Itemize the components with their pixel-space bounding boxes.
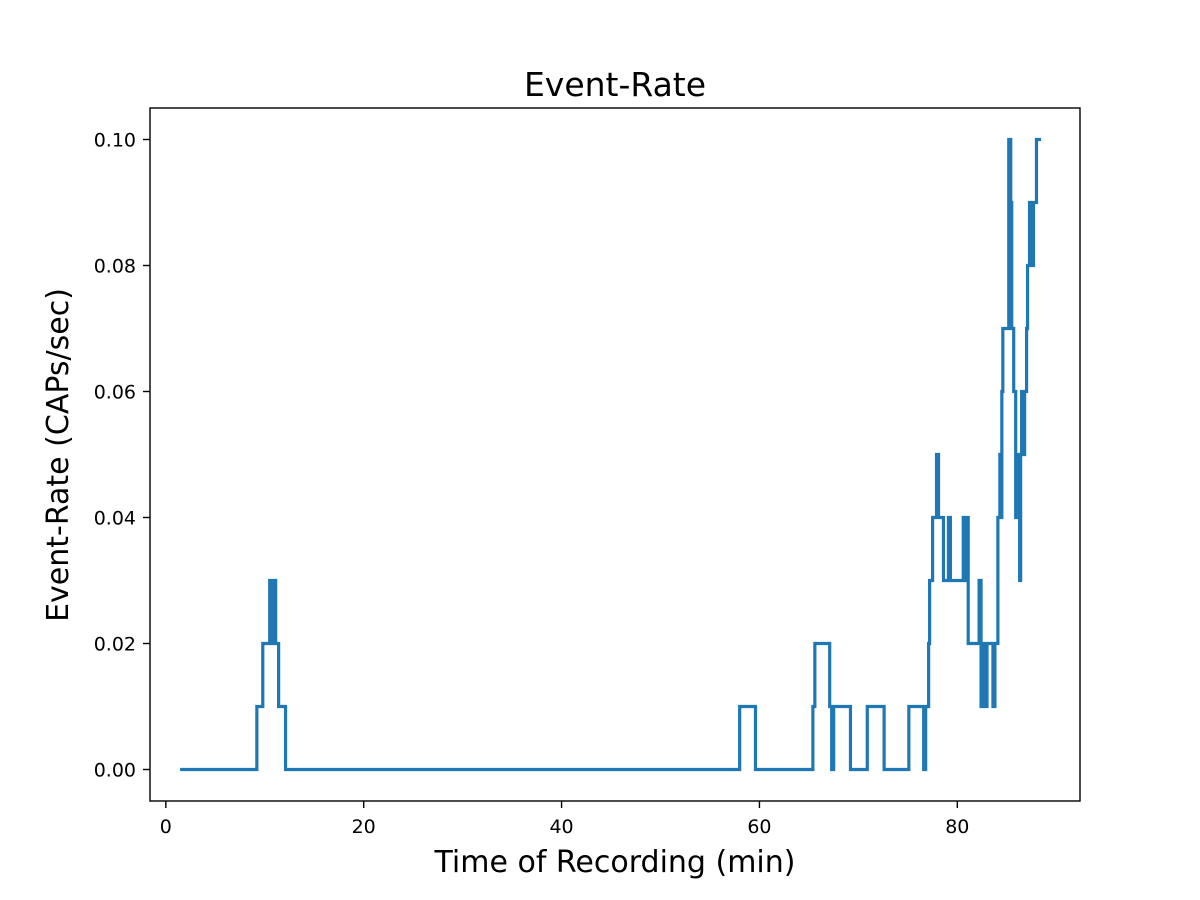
x-tick-label: 40 bbox=[549, 816, 573, 838]
series-layer bbox=[180, 137, 1042, 772]
plot-area bbox=[149, 107, 1081, 802]
x-tick-label: 60 bbox=[747, 816, 771, 838]
y-axis: 0.00 0.02 0.04 0.06 0.08 0.10 bbox=[94, 130, 150, 782]
x-axis-label: Time of Recording (min) bbox=[434, 845, 796, 880]
x-axis: 0 20 40 60 80 bbox=[160, 801, 969, 838]
y-tick-label: 0.08 bbox=[94, 256, 136, 278]
series-line-0 bbox=[180, 137, 1042, 772]
y-tick-label: 0.00 bbox=[94, 760, 136, 782]
y-axis-label: Event-Rate (CAPs/sec) bbox=[41, 288, 76, 622]
y-tick-label: 0.02 bbox=[94, 634, 136, 656]
x-tick-label: 80 bbox=[945, 816, 969, 838]
x-tick-label: 20 bbox=[352, 816, 376, 838]
y-tick-label: 0.04 bbox=[94, 508, 136, 530]
y-tick-label: 0.06 bbox=[94, 382, 136, 404]
y-tick-label: 0.10 bbox=[94, 130, 136, 152]
chart-title: Event-Rate bbox=[524, 65, 706, 104]
x-tick-label: 0 bbox=[160, 816, 172, 838]
